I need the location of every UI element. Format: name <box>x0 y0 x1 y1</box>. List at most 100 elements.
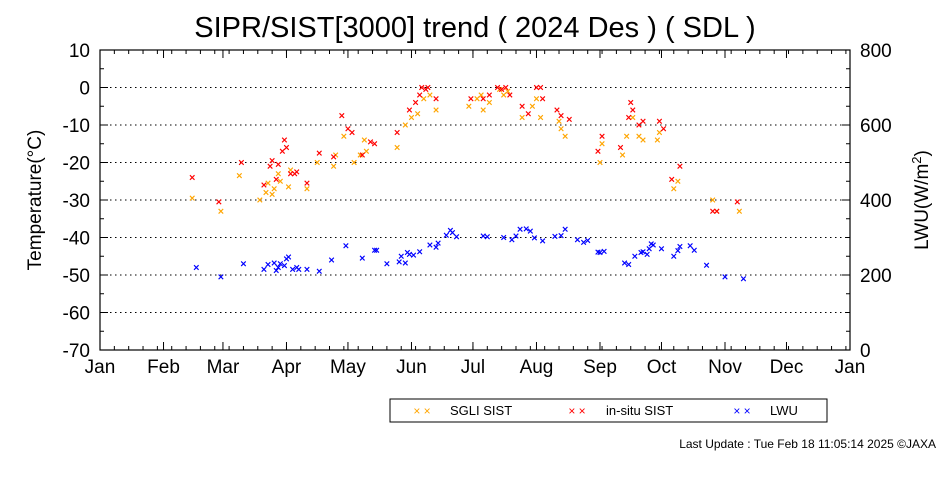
point-insitu <box>238 159 245 166</box>
point-sgli <box>529 103 536 109</box>
point-insitu <box>486 92 493 98</box>
point-lwu <box>410 252 417 258</box>
point-sgli <box>269 191 275 198</box>
point-sgli <box>433 107 439 113</box>
point-insitu <box>433 96 439 102</box>
point-insitu <box>468 96 474 102</box>
point-lwu <box>644 251 650 258</box>
point-lwu <box>517 226 523 232</box>
point-sgli <box>597 159 603 166</box>
y-axis-tick-labels: 10 0 -10 -20 -30 -40 -50 -60 -70 <box>63 41 90 362</box>
point-insitu <box>269 157 275 164</box>
point-lwu <box>722 274 728 280</box>
point-insitu <box>525 111 531 117</box>
point-insitu <box>216 199 222 205</box>
point-insitu <box>626 114 632 121</box>
point-insitu <box>599 133 605 139</box>
point-lwu <box>273 267 279 274</box>
point-lwu <box>552 233 558 240</box>
point-sgli <box>189 195 195 201</box>
point-insitu <box>714 208 720 214</box>
point-lwu <box>677 243 683 250</box>
point-insitu <box>734 199 740 205</box>
point-lwu <box>289 266 296 273</box>
point-lwu <box>435 240 441 246</box>
point-lwu <box>640 249 646 255</box>
x-tick-label: Sep <box>583 357 617 378</box>
point-insitu <box>189 174 195 181</box>
point-sgli <box>599 141 605 147</box>
point-sgli <box>480 107 486 113</box>
point-insitu <box>281 137 288 143</box>
y-tick-label: -60 <box>63 304 90 325</box>
point-lwu <box>509 237 515 243</box>
point-sgli <box>357 152 363 158</box>
point-lwu <box>240 261 247 267</box>
point-lwu <box>396 259 402 265</box>
point-sgli <box>478 92 484 98</box>
point-insitu <box>316 150 322 156</box>
point-insitu <box>539 96 546 102</box>
point-lwu <box>574 237 581 243</box>
point-lwu <box>296 266 302 273</box>
y-tick-label: 10 <box>69 41 90 62</box>
x-tick-label: Jun <box>396 357 427 378</box>
point-lwu <box>371 247 378 253</box>
gridlines <box>100 87 850 313</box>
point-insitu <box>267 163 273 169</box>
point-lwu <box>558 232 564 239</box>
point-insitu <box>279 148 286 154</box>
legend-label-sgli: SGLI SIST <box>450 403 512 418</box>
point-sgli <box>558 126 564 132</box>
point-sgli <box>421 96 427 102</box>
legend-marker-insitu: × × <box>568 404 585 418</box>
point-lwu <box>281 262 288 269</box>
legend-marker-sgli: × × <box>413 404 430 418</box>
point-lwu <box>580 239 587 246</box>
point-lwu <box>658 246 665 252</box>
point-sgli <box>537 114 544 121</box>
point-lwu <box>359 255 365 261</box>
legend: × × SGLI SIST × × in-situ SIST × × LWU <box>389 398 828 423</box>
x-tick-label: Oct <box>647 357 677 378</box>
point-sgli <box>265 180 271 186</box>
point-insitu <box>494 84 501 91</box>
point-insitu <box>519 103 525 109</box>
point-sgli <box>656 129 663 136</box>
chart-title: SIPR/SIST[3000] trend ( 2024 Des ) ( SDL… <box>194 12 755 44</box>
point-insitu <box>345 126 351 132</box>
point-insitu <box>283 144 290 151</box>
point-sgli <box>275 171 281 177</box>
point-lwu <box>443 232 449 238</box>
y2-axis-label-main: LWU(W/m <box>912 164 933 250</box>
point-insitu <box>640 118 646 124</box>
y-tick-label: -70 <box>63 341 90 362</box>
point-lwu <box>285 254 292 260</box>
point-sgli <box>533 96 540 102</box>
axis-ticks <box>99 49 851 351</box>
point-sgli <box>623 133 630 139</box>
point-insitu <box>710 208 716 214</box>
point-insitu <box>677 163 683 169</box>
legend-marker-lwu: × × <box>733 404 750 418</box>
point-sgli <box>519 114 525 121</box>
point-lwu <box>304 266 310 273</box>
point-lwu <box>449 229 456 236</box>
y2-axis-label-end: ) <box>912 150 933 156</box>
point-sgli <box>361 137 368 143</box>
point-insitu <box>480 96 486 102</box>
point-lwu <box>621 260 628 266</box>
x-tick-label: Jul <box>461 357 485 378</box>
point-lwu <box>650 242 656 248</box>
point-sgli <box>505 88 511 94</box>
point-lwu <box>427 242 433 248</box>
point-sgli <box>277 178 284 184</box>
point-sgli <box>314 159 320 166</box>
y-tick-label: -40 <box>63 229 90 250</box>
point-lwu <box>585 237 591 244</box>
point-insitu <box>558 112 564 119</box>
point-lwu <box>632 253 638 259</box>
point-lwu <box>402 260 409 266</box>
point-sgli <box>501 92 507 98</box>
point-insitu <box>636 122 642 128</box>
